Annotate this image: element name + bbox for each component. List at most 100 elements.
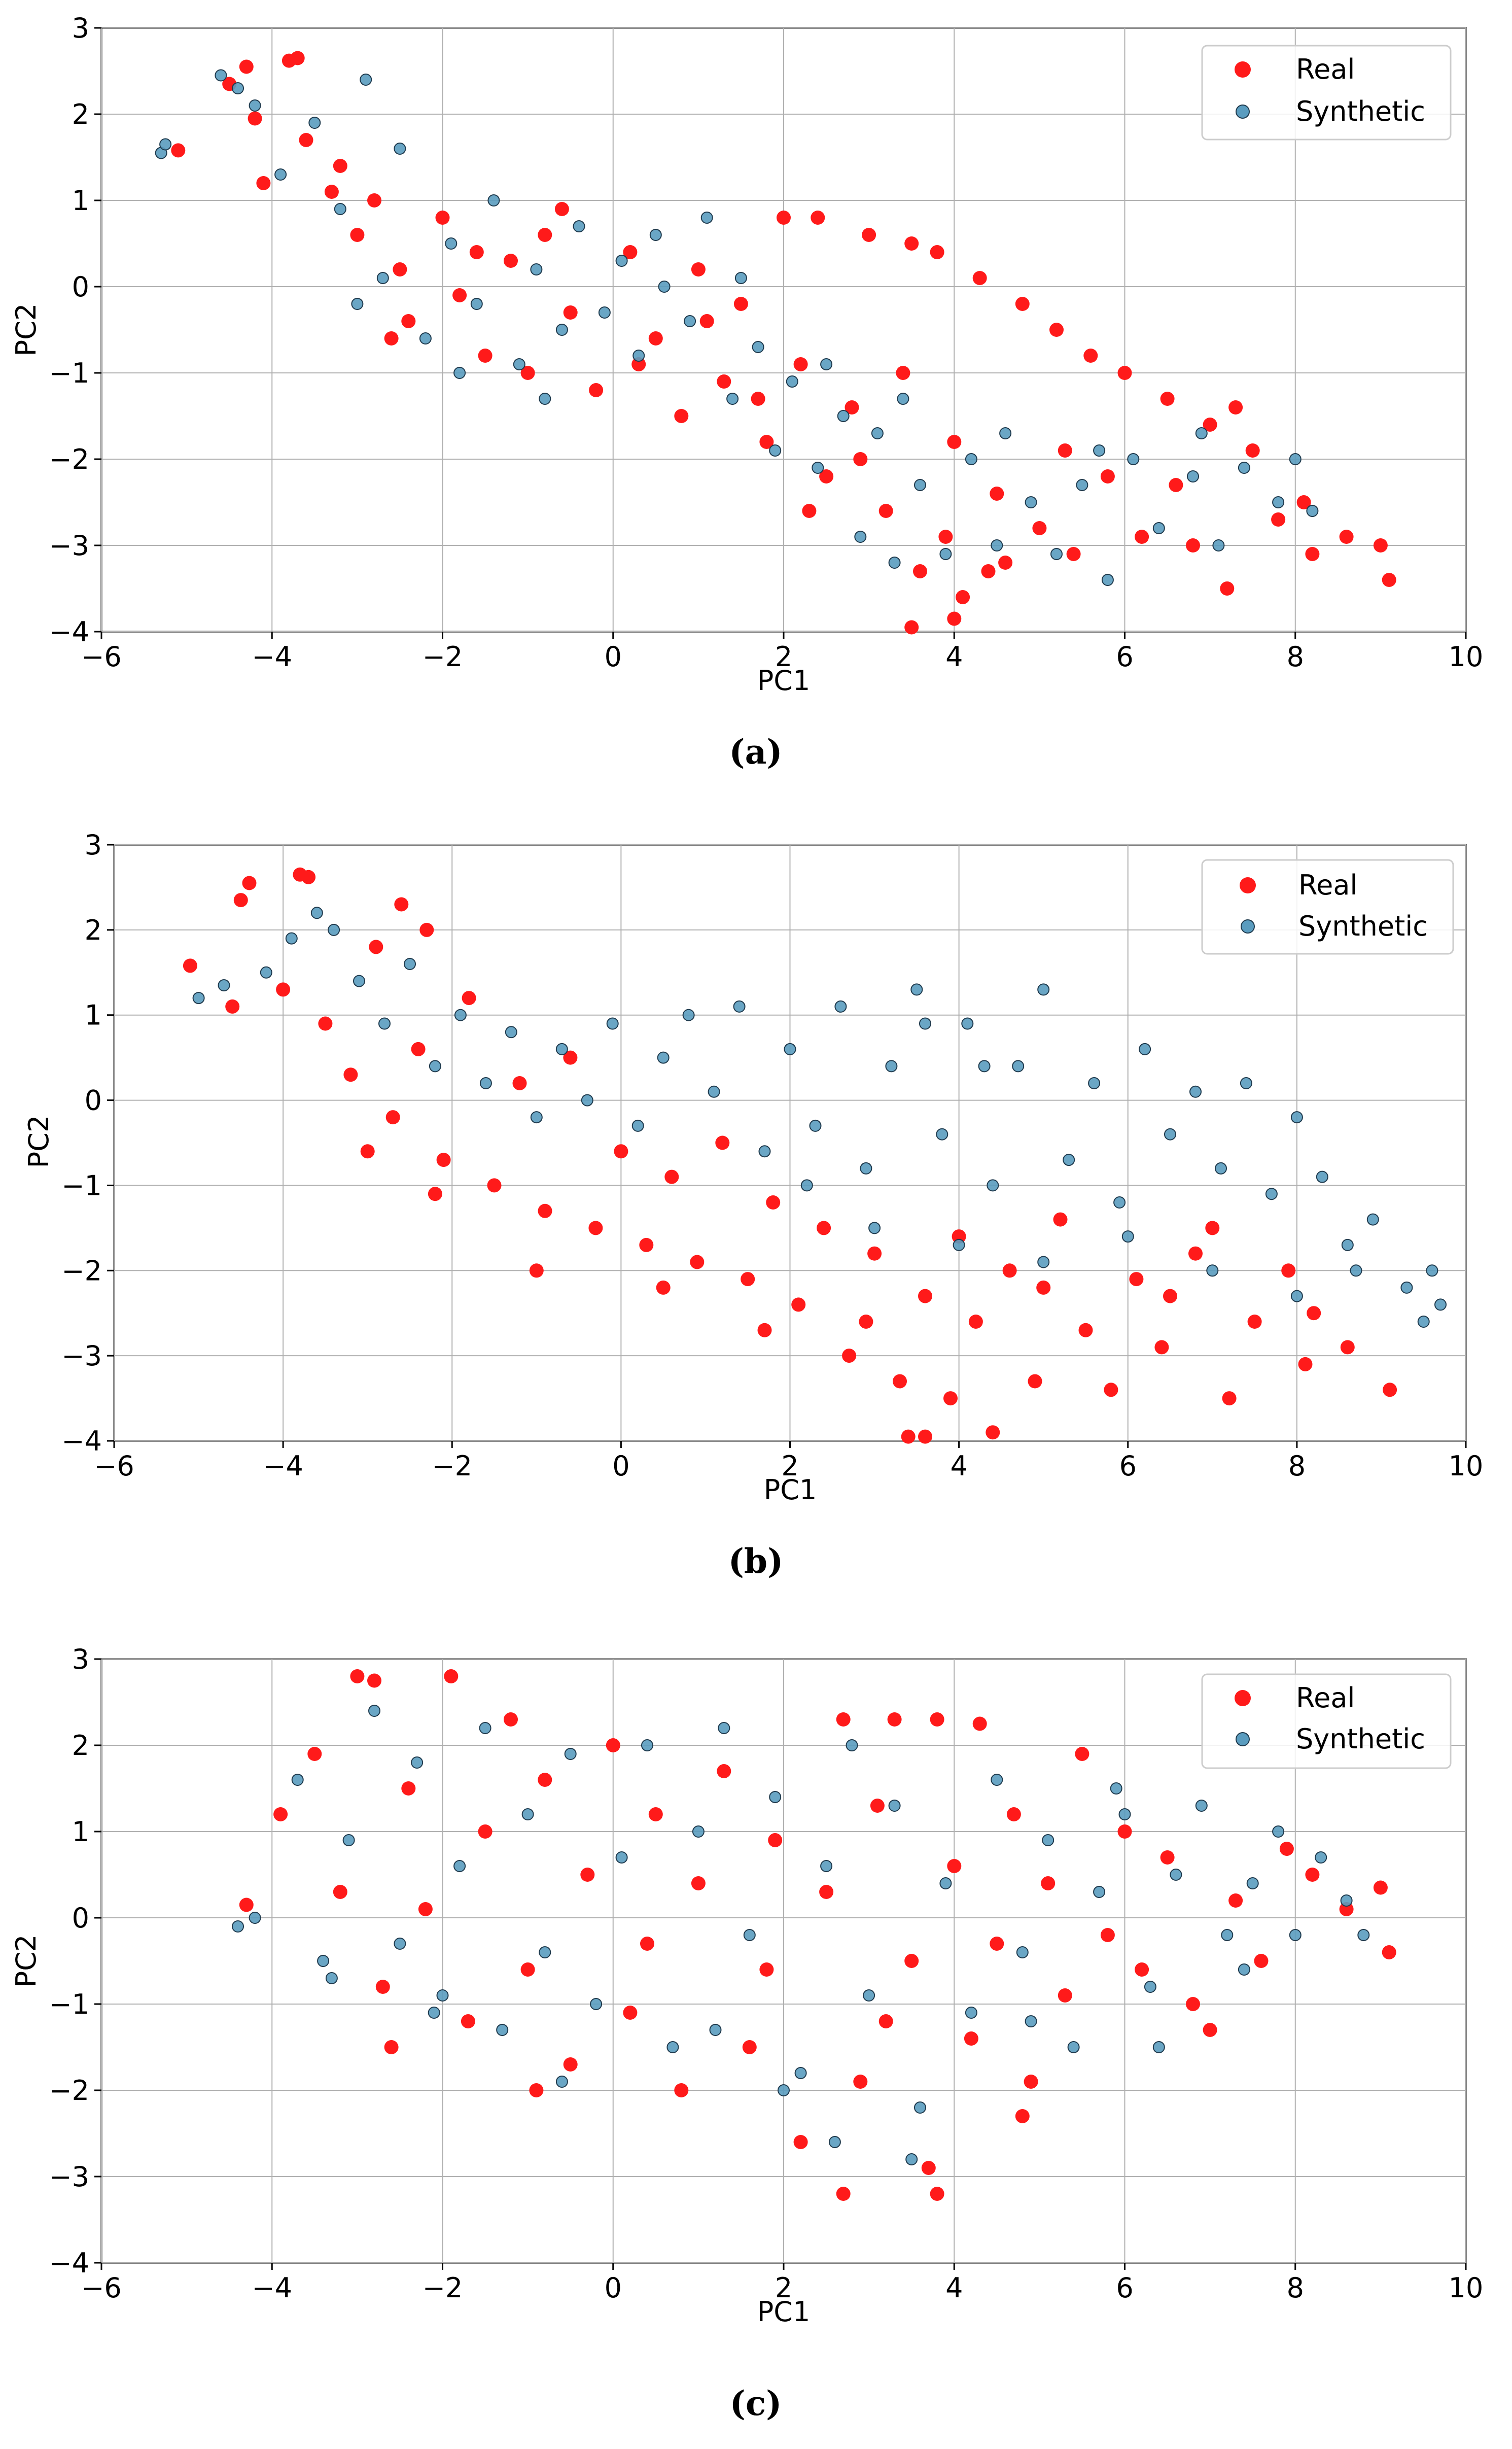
synthetic-point (885, 1060, 898, 1073)
real-point (233, 893, 248, 908)
synthetic-point (308, 117, 321, 129)
synthetic-point (378, 1017, 391, 1030)
real-point (469, 245, 484, 259)
real-point (504, 254, 518, 268)
real-point (1340, 1340, 1355, 1355)
y-tick-label: −2 (61, 1255, 102, 1287)
real-point (1339, 530, 1354, 544)
legend-marker-synthetic (1241, 919, 1255, 934)
real-point (904, 1954, 919, 1968)
real-point (588, 1221, 603, 1235)
real-point (1117, 366, 1132, 380)
real-point (952, 1229, 966, 1244)
real-point (394, 897, 409, 912)
legend-label-real: Real (1298, 869, 1357, 901)
real-point (393, 262, 407, 277)
real-point (1228, 400, 1243, 415)
y-tick-label: 1 (72, 185, 89, 217)
real-point (981, 564, 996, 578)
synthetic-point (1093, 1886, 1106, 1898)
synthetic-point (581, 1094, 593, 1107)
synthetic-point (325, 1972, 338, 1984)
x-tick-label: 8 (1287, 641, 1304, 673)
x-tick-label: 6 (1116, 641, 1133, 673)
real-point (333, 1885, 347, 1899)
x-tick-label: −2 (432, 1450, 472, 1482)
real-point (842, 1349, 857, 1363)
synthetic-point (1221, 1929, 1234, 1941)
synthetic-point (991, 1774, 1003, 1786)
real-point (1163, 1289, 1177, 1303)
synthetic-point (1340, 1894, 1353, 1907)
real-point (324, 185, 339, 199)
synthetic-point (1246, 1877, 1259, 1889)
synthetic-point (692, 1825, 705, 1838)
real-point (401, 1781, 416, 1796)
synthetic-point (192, 992, 205, 1005)
real-point (639, 1237, 654, 1252)
real-point (690, 1255, 705, 1269)
real-point (943, 1391, 958, 1406)
legend-label-synthetic: Synthetic (1296, 95, 1425, 127)
y-tick-label: −4 (49, 616, 89, 648)
real-point (589, 383, 604, 397)
synthetic-point (260, 966, 272, 979)
synthetic-point (1042, 1834, 1054, 1846)
real-point (183, 958, 197, 973)
real-point (1032, 521, 1047, 535)
legend-label-real: Real (1296, 1682, 1355, 1714)
synthetic-point (1127, 453, 1140, 465)
synthetic-point (828, 2136, 841, 2148)
synthetic-point (317, 1955, 330, 1967)
legend-label-real: Real (1296, 53, 1355, 85)
y-tick-label: 0 (72, 1902, 89, 1934)
real-point (1279, 1842, 1294, 1856)
real-point (1160, 1850, 1175, 1865)
real-point (1036, 1280, 1051, 1295)
real-point (757, 1323, 772, 1337)
synthetic-point (1037, 1256, 1050, 1268)
synthetic-point (1195, 1800, 1208, 1812)
real-point (554, 202, 569, 216)
synthetic-point (539, 393, 551, 405)
synthetic-point (215, 69, 227, 82)
synthetic-point (342, 1834, 355, 1846)
y-tick-label: −4 (61, 1425, 102, 1457)
synthetic-point (291, 1774, 304, 1786)
real-point (751, 392, 765, 406)
real-point (343, 1067, 358, 1082)
real-point (990, 487, 1004, 501)
real-point (299, 133, 313, 147)
x-tick-label: 0 (612, 1450, 629, 1482)
real-point (1117, 1824, 1132, 1839)
x-tick-label: 6 (1119, 1450, 1137, 1482)
real-point (1006, 1807, 1021, 1821)
real-point (384, 331, 399, 346)
real-point (1254, 1954, 1269, 1968)
legend-box (1201, 1673, 1452, 1769)
real-point (904, 236, 919, 251)
synthetic-point (1144, 1981, 1156, 1993)
real-point (1053, 1212, 1068, 1227)
legend-box (1201, 45, 1452, 141)
synthetic-point (249, 99, 261, 112)
legend-marker-real (1235, 1690, 1251, 1706)
synthetic-point (1101, 574, 1114, 586)
y-tick-label: 1 (85, 999, 102, 1031)
synthetic-point (436, 1989, 449, 2002)
synthetic-point (888, 1800, 901, 1812)
synthetic-point (1206, 1264, 1219, 1277)
synthetic-point (285, 932, 298, 945)
real-point (512, 1076, 527, 1090)
panel-caption-a: (a) (729, 732, 782, 772)
real-point (1222, 1391, 1237, 1406)
real-point (350, 228, 365, 242)
synthetic-point (1357, 1929, 1370, 1941)
synthetic-point (218, 979, 230, 991)
real-point (930, 2187, 944, 2201)
synthetic-point (1170, 1869, 1182, 1881)
synthetic-point (394, 143, 406, 155)
real-point (921, 2161, 936, 2175)
synthetic-point (479, 1722, 491, 1734)
